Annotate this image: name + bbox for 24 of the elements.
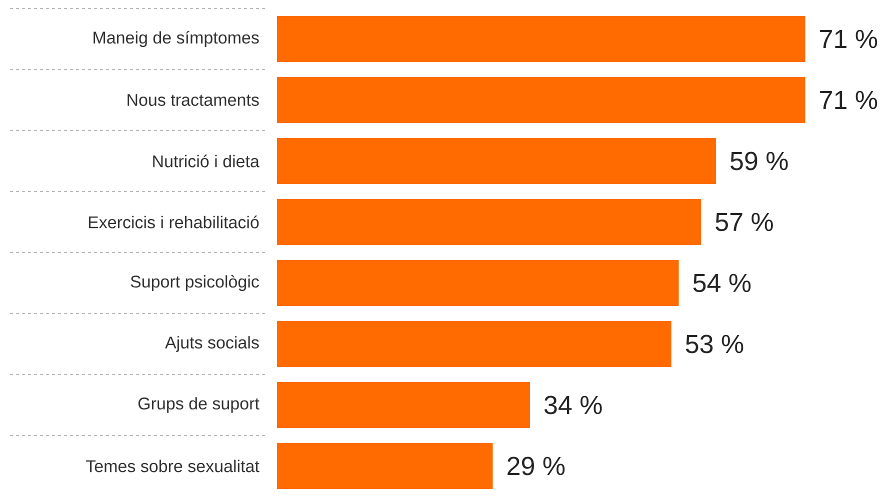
y-tick-label: Maneig de símptomes [94,30,259,48]
data-label: 59 % [730,152,788,170]
y-tick-label: Suport psicològic [130,274,259,292]
y-tick-label: Nous tractaments [128,94,259,106]
bar [277,16,806,62]
data-label: 54 % [693,274,751,292]
bar [277,382,530,428]
y-tick-label: Grups de suport [138,397,260,413]
bar [277,138,716,184]
y-tick-label: Exercicis i rehabilitació [88,216,259,228]
y-tick-label: Ajuts socials [165,336,259,352]
data-label: 71 % [820,30,878,48]
data-label: 57 % [716,212,773,232]
y-tick-label: Temes sobre sexualitat [86,460,260,472]
y-tick-label: Nutrició i dieta [153,154,260,168]
bar [277,320,672,367]
bar [277,442,493,489]
data-label: 53 % [686,334,744,354]
data-label: 29 % [508,456,565,476]
data-label: 71 % [820,90,878,110]
bar [277,77,806,124]
data-label: 34 % [544,396,602,414]
bar [277,199,702,245]
bar [277,260,679,306]
